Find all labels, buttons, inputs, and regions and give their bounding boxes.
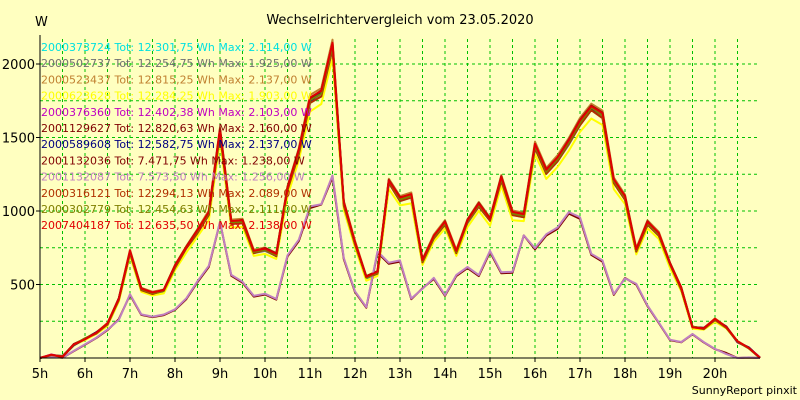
x-tick-label: 15h xyxy=(478,367,503,382)
y-tick-label: 1000 xyxy=(2,205,35,220)
legend-entry-3: 2000523437 Tot: 12.815,25 Wh Max: 2.137,… xyxy=(41,73,312,86)
series-line-12 xyxy=(39,41,761,359)
x-tick-label: 19h xyxy=(658,367,683,382)
grid-lines xyxy=(40,39,760,358)
legend-entry-4: 2000623628 Tot: 12.284,25 Wh Max: 1.903,… xyxy=(41,90,312,103)
legend-entry-9: 2001132087 Tot: 7.573,50 Wh Max: 1.256,0… xyxy=(41,171,305,184)
x-tick-label: 11h xyxy=(298,367,323,382)
x-tick-label: 6h xyxy=(77,367,94,382)
series-line-4 xyxy=(39,57,761,359)
axes: 500 1000 1500 2000 5h 6h 7h 8h 9h 10h 11h 12h 13h 14h… xyxy=(2,35,760,382)
chart-title: Wechselrichtervergleich vom 23.05.2020 xyxy=(266,13,533,28)
x-tick-label: 10h xyxy=(253,367,278,382)
x-tick-label: 7h xyxy=(122,367,139,382)
x-tick-label: 16h xyxy=(523,367,548,382)
footer-credit: SunnyReport pinxit xyxy=(692,384,798,397)
legend-entry-6: 2001129627 Tot: 12.820,63 Wh Max: 2.160,… xyxy=(41,122,312,135)
x-tick-label: 9h xyxy=(212,367,229,382)
y-tick-label: 2000 xyxy=(2,58,35,73)
legend-entry-8: 2001132036 Tot: 7.471,75 Wh Max: 1.238,0… xyxy=(41,154,305,167)
x-tick-label: 14h xyxy=(433,367,458,382)
x-tick-label: 8h xyxy=(167,367,184,382)
legend-entry-1: 2000373724 Tot: 12.301,75 Wh Max: 2.114,… xyxy=(41,41,312,54)
y-tick-label: 500 xyxy=(10,278,35,293)
y-tick-label: 1500 xyxy=(2,131,35,146)
x-tick-label: 12h xyxy=(343,367,368,382)
x-tick-label: 5h xyxy=(32,367,49,382)
x-tick-label: 20h xyxy=(703,367,728,382)
legend-entry-11: 2000302779 Tot: 12.454,63 Wh Max: 2.111,… xyxy=(41,203,312,216)
legend-entry-2: 2000502737 Tot: 12.254,75 Wh Max: 1.925,… xyxy=(41,57,312,70)
x-tick-label: 17h xyxy=(568,367,593,382)
legend-entry-10: 2000316121 Tot: 12.294,13 Wh Max: 2.089,… xyxy=(41,187,312,200)
y-axis-label: W xyxy=(35,15,48,30)
legend: 2000373724 Tot: 12.301,75 Wh Max: 2.114,… xyxy=(41,41,312,232)
legend-entry-12: 2007404187 Tot: 12.635,50 Wh Max: 2.138,… xyxy=(41,219,312,232)
series-line-9 xyxy=(39,174,761,359)
x-tick-label: 13h xyxy=(388,367,413,382)
series-lines xyxy=(39,38,761,359)
legend-entry-7: 2000589608 Tot: 12.582,75 Wh Max: 2.137,… xyxy=(41,138,312,151)
legend-entry-5: 2000376360 Tot: 12.402,38 Wh Max: 2.103,… xyxy=(41,106,312,119)
x-tick-label: 18h xyxy=(613,367,638,382)
